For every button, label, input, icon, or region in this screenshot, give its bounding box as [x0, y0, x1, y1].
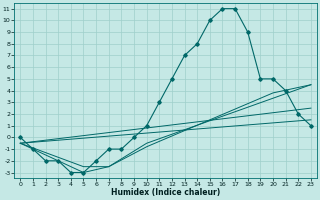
X-axis label: Humidex (Indice chaleur): Humidex (Indice chaleur)	[111, 188, 220, 197]
